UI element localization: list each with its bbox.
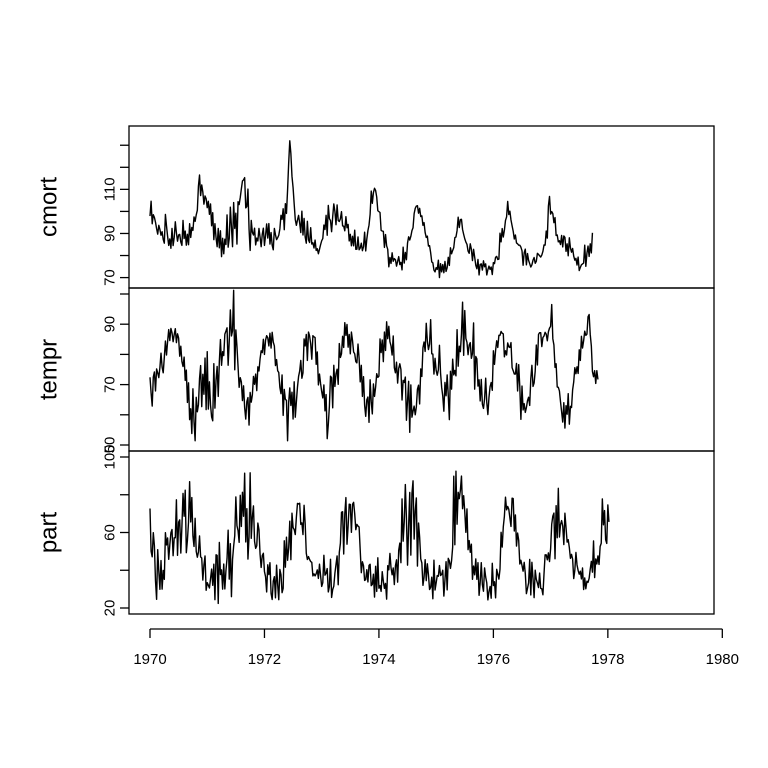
x-tick-label: 1974 [362,651,395,668]
x-tick-label: 1972 [248,651,281,668]
y-tick-label-cmort: 70 [101,269,118,286]
y-tick-label-tempr: 70 [101,376,118,393]
x-tick-label: 1976 [477,651,510,668]
y-tick-label-tempr: 90 [101,316,118,333]
y-tick-label-part: 100 [101,444,118,469]
y-tick-label-tempr: 50 [101,437,118,454]
panel-label-part: part [35,511,62,553]
panel-tempr: 50 70 90 tempr [35,287,715,454]
series-line-tempr [149,289,599,442]
y-tick-label-cmort: 110 [101,177,118,201]
y-tick-label-cmort: 90 [101,225,118,242]
x-axis: 1970 1972 1974 1976 1978 1980 [133,628,739,668]
x-tick-label: 1980 [706,651,739,668]
panels: 70 90 110 cmort 50 70 90 tempr 20 60 100 part [35,125,715,617]
x-tick-label: 1970 [133,651,166,668]
panel-frame-cmort [128,125,715,289]
y-tick-label-part: 60 [101,524,118,541]
panel-label-cmort: cmort [35,177,62,237]
y-tick-label-part: 20 [101,600,118,617]
series-line-part [149,470,610,605]
panel-part: 20 60 100 part [35,444,715,617]
panel-label-tempr: tempr [35,339,62,400]
x-tick-label: 1978 [591,651,624,668]
panel-cmort: 70 90 110 cmort [35,125,715,289]
panel-frame-part [128,450,715,615]
series-line-cmort [149,140,594,279]
